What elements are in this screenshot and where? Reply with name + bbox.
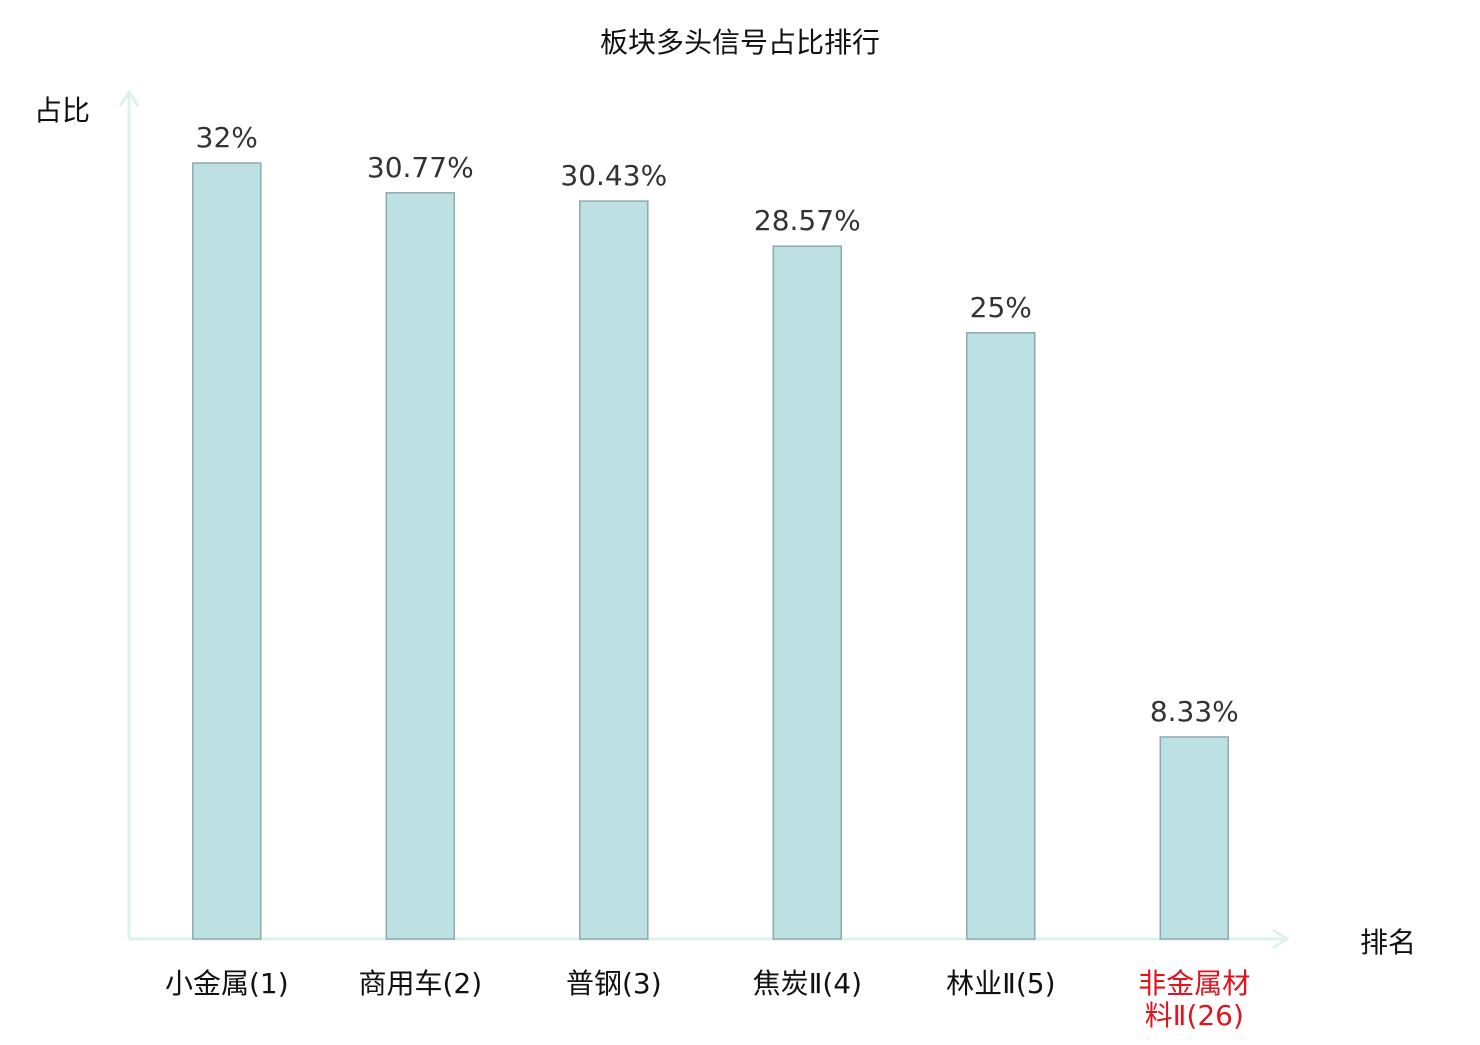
bar (966, 332, 1036, 940)
value-label: 30.43% (560, 159, 667, 192)
x-axis-arrow (1272, 928, 1290, 950)
bar (192, 162, 262, 940)
x-tick-label-line: 料Ⅱ(26) (1145, 999, 1244, 1032)
x-tick-label-line: 商用车(2) (358, 967, 482, 1000)
value-label: 25% (970, 291, 1032, 324)
bars (192, 162, 1230, 940)
x-tick-label-line: 焦炭Ⅱ(4) (753, 967, 862, 1000)
bar (579, 200, 649, 940)
y-axis-arrow (118, 89, 140, 107)
bar (385, 192, 456, 940)
chart-title: 板块多头信号占比排行 (600, 26, 880, 59)
value-label: 30.77% (367, 151, 474, 184)
y-axis-label: 占比 (34, 94, 90, 127)
category-labels: 小金属(1) 商用车(2) 普钢(3) 焦炭Ⅱ(4) 林业Ⅱ(5) 非金属材料Ⅱ(26) (165, 967, 1250, 1032)
x-tick-label: 非金属材料Ⅱ(26) (1138, 967, 1250, 1032)
x-tick-label: 商用车(2) (358, 967, 482, 1000)
x-tick-label: 林业Ⅱ(5) (946, 967, 1055, 1000)
x-tick-label-line: 林业Ⅱ(5) (946, 967, 1055, 1000)
x-axis-label: 排名 (1360, 926, 1416, 959)
x-tick-label: 焦炭Ⅱ(4) (753, 967, 862, 1000)
x-tick-label-line: 非金属材 (1138, 967, 1250, 1000)
x-tick-label-line: 普钢(3) (566, 967, 662, 1000)
x-tick-label: 普钢(3) (566, 967, 662, 1000)
value-label: 8.33% (1150, 695, 1239, 728)
axes (118, 89, 1290, 950)
bar (1159, 736, 1230, 940)
x-tick-label: 小金属(1) (165, 967, 289, 1000)
bar (772, 245, 843, 940)
value-labels: 32% 30.77% 30.43% 28.57% 25% 8.33% (196, 121, 1239, 728)
value-label: 28.57% (754, 204, 861, 237)
value-label: 32% (196, 121, 258, 154)
x-tick-label-line: 小金属(1) (165, 967, 289, 1000)
